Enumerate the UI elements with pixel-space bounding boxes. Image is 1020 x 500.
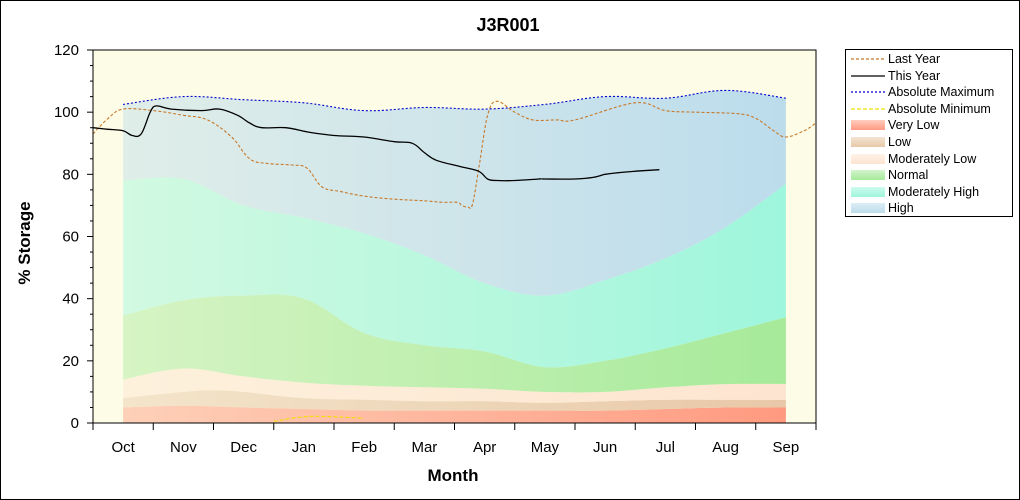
- legend-label: Very Low: [888, 118, 940, 133]
- y-tick-label: 40: [62, 291, 79, 308]
- legend-label: High: [888, 201, 914, 216]
- y-tick-label: 100: [54, 104, 79, 121]
- y-tick-label: 20: [62, 353, 79, 370]
- band-moderately-low: [123, 368, 786, 403]
- legend-swatch: [851, 91, 885, 93]
- x-tick-label: Oct: [111, 439, 135, 456]
- legend-label: Moderately High: [888, 184, 980, 199]
- axes-layer: 0 20 40 60 80 100 120 Oct Nov Dec Jan Feb Mar Apr May J…: [54, 42, 817, 456]
- legend-item-moderately-high: Moderately High: [846, 184, 1012, 200]
- x-tick-label: Jul: [656, 439, 675, 456]
- legend-item-this-year: This Year: [846, 68, 1012, 84]
- series-this-year: [92, 105, 660, 182]
- x-tick-label: Dec: [230, 439, 257, 456]
- legend-swatch: [851, 74, 885, 77]
- chart-title: J3R001: [476, 15, 539, 35]
- legend-swatch: [851, 203, 885, 214]
- band-normal: [123, 294, 786, 393]
- legend-label: Absolute Maximum: [888, 85, 995, 100]
- legend-swatch: [851, 108, 885, 110]
- legend-swatch: [851, 58, 885, 60]
- x-tick-label: Nov: [170, 439, 197, 456]
- x-tick-label: Jun: [593, 439, 617, 456]
- legend-swatch: [851, 186, 885, 197]
- legend-label: Normal: [888, 168, 929, 183]
- legend-swatch: [851, 170, 885, 181]
- legend-item-normal: Normal: [846, 167, 1012, 183]
- x-axis-title: Month: [428, 466, 479, 485]
- x-tick-label: Jan: [292, 439, 316, 456]
- legend-item-absolute-maximum: Absolute Maximum: [846, 84, 1012, 100]
- x-tick-label: Apr: [473, 439, 496, 456]
- legend-swatch: [851, 137, 885, 147]
- legend-swatch: [851, 153, 885, 164]
- y-axis-title: % Storage: [15, 201, 34, 284]
- legend-item-low: Low: [846, 134, 1012, 150]
- x-tick-label: Feb: [351, 439, 377, 456]
- legend: Last Year This Year Absolute Maximum Absolu…: [845, 49, 1013, 217]
- y-tick-label: 0: [71, 415, 79, 432]
- series-absolute-minimum: [273, 415, 365, 422]
- series-absolute-maximum: [123, 89, 786, 112]
- x-tick-label: May: [531, 439, 560, 456]
- band-high: [123, 90, 786, 296]
- legend-label: Low: [888, 135, 911, 149]
- legend-label: Last Year: [888, 52, 941, 66]
- series-layer: [92, 89, 817, 422]
- legend-item-very-low: Very Low: [846, 117, 1012, 133]
- x-tick-label: Sep: [773, 439, 800, 456]
- legend-item-high: High: [846, 200, 1012, 216]
- y-tick-label: 60: [62, 229, 79, 246]
- legend-label: Moderately Low: [888, 151, 977, 166]
- legend-label: Absolute Minimum: [888, 101, 991, 116]
- band-low: [123, 390, 786, 411]
- y-tick-label: 80: [62, 166, 79, 183]
- legend-item-absolute-minimum: Absolute Minimum: [846, 101, 1012, 117]
- y-tick-label: 120: [54, 42, 79, 59]
- legend-swatch: [851, 120, 885, 131]
- band-moderately-high: [123, 177, 786, 368]
- legend-label: This Year: [888, 68, 941, 83]
- x-tick-label: Aug: [712, 439, 739, 456]
- legend-item-moderately-low: Moderately Low: [846, 151, 1012, 167]
- x-tick-label: Mar: [411, 439, 437, 456]
- legend-item-last-year: Last Year: [846, 51, 1012, 67]
- bands-layer: [123, 90, 786, 423]
